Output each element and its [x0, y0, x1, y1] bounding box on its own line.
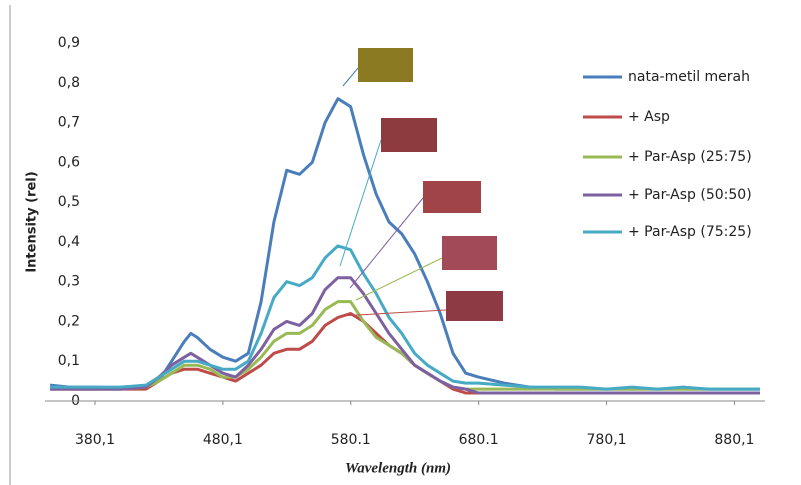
x-tick-label: 380,1	[75, 432, 115, 448]
series-line	[50, 276, 760, 395]
x-tick-label: 780,1	[587, 432, 627, 448]
legend-label: nata-metil merah	[628, 69, 750, 85]
y-tick-label: 0,6	[58, 154, 80, 170]
swatch	[442, 236, 497, 270]
pointer	[355, 257, 443, 301]
legend-label: + Par-Asp (75:25)	[628, 224, 752, 240]
y-tick-label: 0,8	[58, 75, 80, 91]
y-tick-label: 0,9	[58, 35, 80, 51]
pointer	[339, 139, 382, 267]
swatch	[358, 48, 413, 82]
pointer	[339, 309, 447, 317]
x-tick-label: 880,1	[714, 432, 754, 448]
x-tick-label: 480,1	[203, 432, 243, 448]
swatch	[446, 291, 503, 321]
series-line	[50, 244, 760, 391]
x-axis-title: Wavelength (nm)	[345, 460, 451, 476]
sample-swatches	[339, 48, 503, 321]
legend-label: + Par-Asp (25:75)	[628, 149, 752, 165]
y-tick-label: 0,7	[58, 115, 80, 131]
y-tick-label: 0,5	[58, 194, 80, 210]
swatch	[423, 181, 481, 213]
legend-label: + Par-Asp (50:50)	[628, 187, 752, 203]
y-tick-label: 0,2	[58, 313, 80, 329]
pointer	[342, 67, 359, 87]
swatch	[381, 118, 437, 152]
y-axis-title: Intensity (rel)	[25, 171, 40, 272]
y-tick-label: 0,3	[58, 274, 80, 290]
x-tick-label: 680.1	[459, 432, 499, 448]
legend-label: + Asp	[628, 109, 670, 125]
y-tick-label: 0,4	[58, 234, 80, 250]
y-tick-label: 0,1	[58, 353, 80, 369]
series-line	[50, 300, 760, 391]
pointer	[349, 197, 424, 289]
x-tick-label: 580.1	[331, 432, 371, 448]
